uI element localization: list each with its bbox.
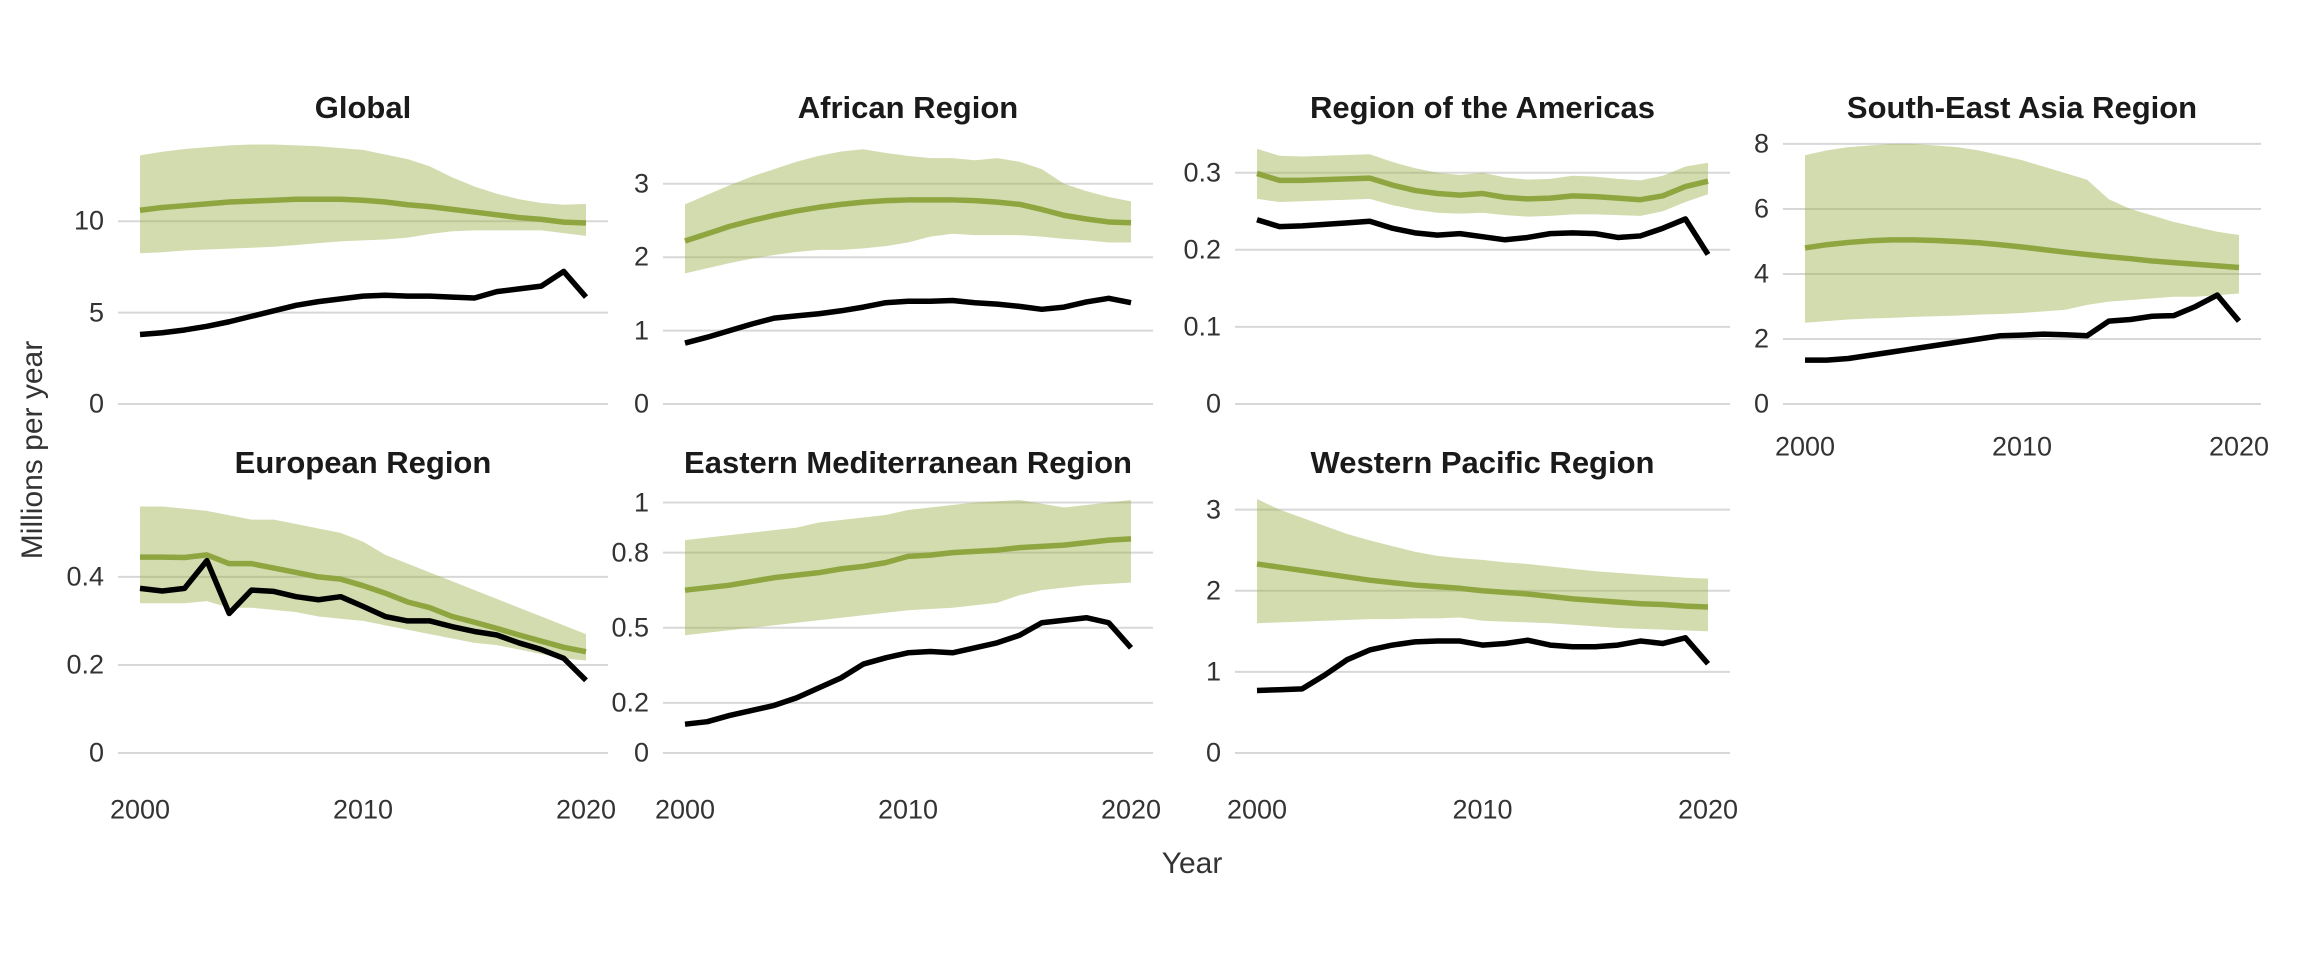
x-tick-label: 2020	[2208, 431, 2270, 462]
y-tick-label: 2	[1205, 575, 1221, 606]
x-tick-label: 2000	[1774, 431, 1836, 462]
x-tick-label: 2010	[1991, 431, 2053, 462]
y-tick-label: 0	[1205, 737, 1221, 768]
facet-title-african-region: African Region	[797, 90, 1019, 125]
facet-title-south-east-asia-region: South-East Asia Region	[1846, 90, 2198, 125]
facet-title-european-region: European Region	[234, 445, 492, 480]
x-tick-label: 2000	[654, 794, 716, 825]
x-tick-label: 2010	[877, 794, 939, 825]
y-tick-label: 8	[1753, 128, 1769, 159]
y-tick-label: 1	[633, 487, 649, 517]
x-tick-label: 2020	[1100, 794, 1162, 825]
y-tick-label: 1	[1205, 656, 1221, 687]
y-tick-label: 0.3	[1183, 157, 1221, 188]
y-tick-label: 0.1	[1183, 311, 1221, 342]
y-tick-label: 0	[1205, 388, 1221, 419]
x-tick-label: 2000	[109, 794, 171, 825]
y-tick-label: 5	[88, 297, 104, 328]
y-tick-label: 4	[1753, 258, 1769, 289]
y-tick-label: 0.5	[611, 612, 649, 643]
facet-title-region-of-the-americas: Region of the Americas	[1309, 90, 1656, 125]
x-tick-label: 2010	[332, 794, 394, 825]
y-tick-label: 6	[1753, 193, 1769, 224]
facet-title-eastern-mediterranean-region: Eastern Mediterranean Region	[684, 445, 1132, 480]
y-axis-title: Millions per year	[16, 340, 49, 560]
y-tick-label: 1	[633, 315, 649, 346]
y-tick-label: 0.8	[611, 537, 649, 568]
y-tick-label: 2	[633, 241, 649, 272]
y-tick-label: 2	[1753, 323, 1769, 354]
y-tick-label: 0.4	[66, 561, 104, 592]
y-tick-label: 0	[1753, 388, 1769, 419]
y-tick-label: 0	[633, 388, 649, 419]
y-tick-label: 0.2	[66, 649, 104, 680]
y-tick-label: 0.2	[1183, 234, 1221, 265]
y-tick-label: 0	[88, 737, 104, 768]
y-tick-label: 0.2	[611, 687, 649, 718]
facet-title-western-pacific-region: Western Pacific Region	[1310, 445, 1655, 480]
y-tick-label: 3	[633, 168, 649, 199]
y-tick-label: 3	[1205, 494, 1221, 525]
x-tick-label: 2000	[1226, 794, 1288, 825]
x-axis-title: Year	[1161, 847, 1223, 880]
y-tick-label: 0	[88, 388, 104, 419]
x-tick-label: 2020	[555, 794, 617, 825]
facet-title-global: Global	[314, 90, 412, 125]
x-tick-label: 2010	[1452, 794, 1513, 825]
x-tick-label: 2020	[1677, 794, 1739, 825]
y-tick-label: 10	[73, 205, 104, 236]
y-tick-label: 0	[633, 737, 649, 768]
